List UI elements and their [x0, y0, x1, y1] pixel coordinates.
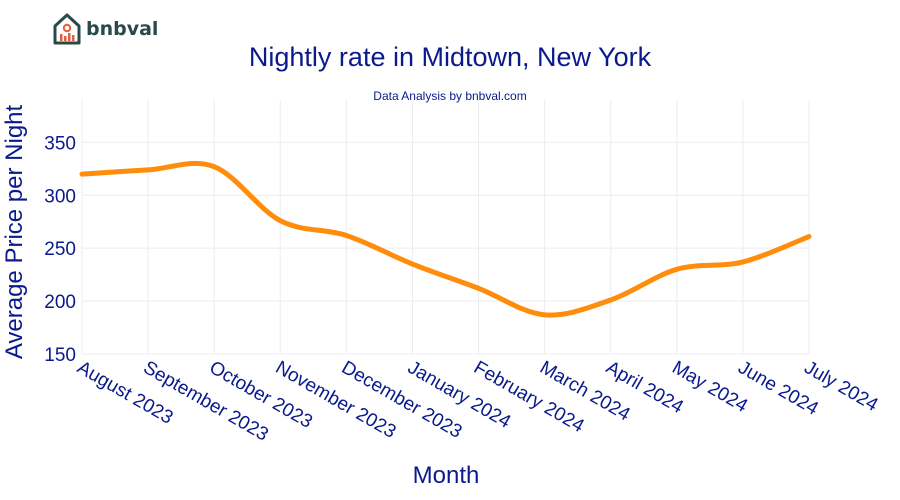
y-tick-label: 250 — [44, 239, 76, 260]
chart-subtitle: Data Analysis by bnbval.com — [373, 89, 527, 103]
grid-lines — [81, 100, 810, 355]
x-axis-title: Month — [413, 462, 480, 489]
y-tick-label: 200 — [44, 292, 76, 313]
y-axis-title: Average Price per Night — [1, 104, 28, 359]
y-tick-label: 300 — [44, 186, 76, 207]
y-axis-ticks: 150 200 250 300 350 — [44, 133, 76, 366]
house-logo-icon — [53, 13, 81, 45]
x-tick-label: February 2024 — [470, 357, 588, 437]
chart-title: Nightly rate in Midtown, New York — [248, 42, 652, 72]
series-layer — [79, 160, 812, 318]
y-tick-label: 350 — [44, 133, 76, 154]
brand-name: bnbval — [86, 18, 159, 40]
price-line-series — [79, 160, 812, 318]
brand-logo: bnbval — [52, 12, 158, 46]
y-tick-label: 150 — [44, 345, 76, 366]
